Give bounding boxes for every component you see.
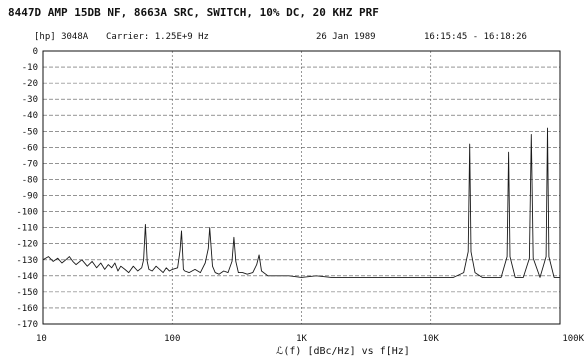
phase-noise-trace bbox=[42, 127, 560, 278]
y-tick-label: 0 bbox=[33, 47, 38, 57]
y-tick-label: -160 bbox=[16, 304, 38, 314]
x-tick-label: 10 bbox=[36, 334, 47, 344]
x-axis-label: ℒ(f) [dBc/Hz] vs f[Hz] bbox=[276, 346, 410, 357]
y-tick-label: -90 bbox=[22, 192, 38, 202]
y-tick-label: -170 bbox=[16, 320, 38, 330]
x-tick-label: 1K bbox=[296, 334, 307, 344]
carrier-label: Carrier: 1.25E+9 Hz bbox=[106, 32, 209, 42]
y-axis-ticks: 0 -10 -20 -30 -40 -50 -60 -70 -80 -90 -100 -110 -120… bbox=[16, 47, 38, 330]
y-tick-label: -80 bbox=[22, 175, 38, 185]
plot-frame bbox=[42, 50, 561, 325]
y-tick-label: -20 bbox=[22, 79, 38, 89]
y-tick-label: -60 bbox=[22, 143, 38, 153]
y-tick-label: -40 bbox=[22, 111, 38, 121]
x-axis-ticks: 10 100 1K 10K 100K bbox=[36, 334, 585, 344]
y-tick-label: -110 bbox=[16, 224, 38, 234]
y-tick-label: -10 bbox=[22, 63, 38, 73]
chart-title: 8447D AMP 15DB NF, 8663A SRC, SWITCH, 10… bbox=[8, 6, 379, 19]
y-tick-label: -150 bbox=[16, 288, 38, 298]
y-tick-label: -130 bbox=[16, 256, 38, 266]
time-label: 16:15:45 - 16:18:26 bbox=[424, 32, 527, 42]
x-tick-label: 10K bbox=[423, 334, 440, 344]
x-tick-label: 100 bbox=[164, 334, 180, 344]
y-tick-label: -30 bbox=[22, 95, 38, 105]
y-tick-label: -100 bbox=[16, 208, 38, 218]
y-tick-label: -140 bbox=[16, 272, 38, 282]
date-label: 26 Jan 1989 bbox=[316, 32, 376, 42]
grid-lines bbox=[43, 50, 560, 325]
y-tick-label: -120 bbox=[16, 240, 38, 250]
instrument-label: [hp] 3048A bbox=[34, 32, 89, 42]
y-tick-label: -70 bbox=[22, 159, 38, 169]
y-tick-label: -50 bbox=[22, 127, 38, 137]
x-tick-label: 100K bbox=[562, 334, 584, 344]
